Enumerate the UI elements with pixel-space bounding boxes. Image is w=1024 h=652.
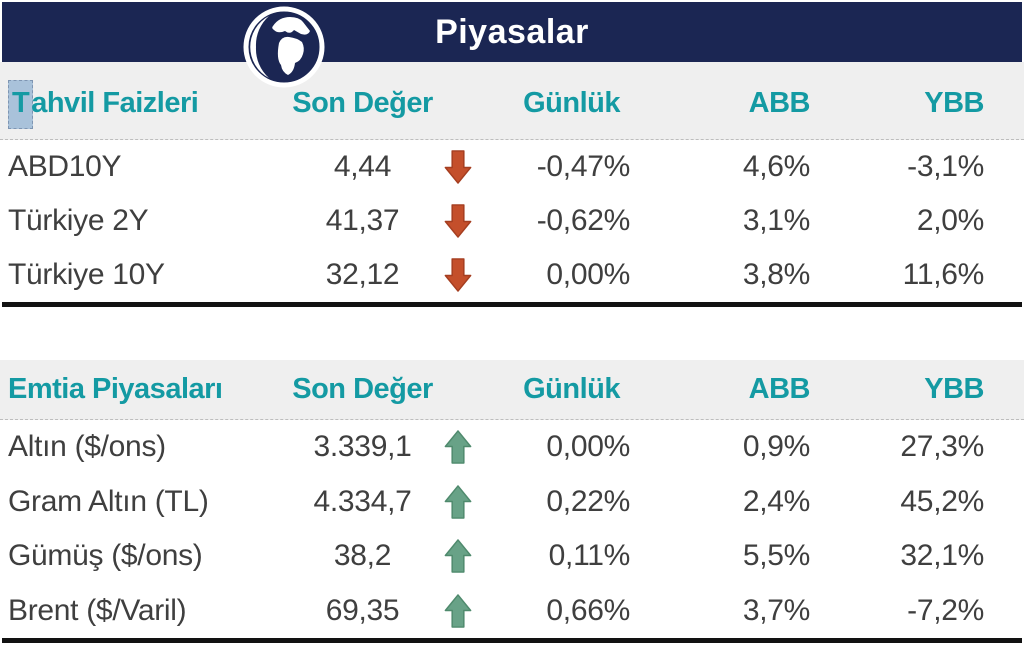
trend-up-arrow-icon bbox=[435, 484, 480, 520]
row-abb-change: 2,4% bbox=[742, 484, 810, 518]
column-header-ybb: YBB bbox=[924, 87, 984, 119]
row-last-value: 3.339,1 bbox=[313, 430, 412, 464]
bonds-section-title: Tahvil Faizleri bbox=[0, 79, 290, 129]
table-row: ABD10Y 4,44 -0,47% 4,6% -3,1% bbox=[0, 140, 1024, 194]
trend-up-arrow-icon bbox=[435, 429, 480, 465]
trend-up-arrow-icon bbox=[435, 538, 480, 574]
trend-down-arrow-icon bbox=[435, 257, 480, 293]
bottom-divider bbox=[2, 638, 1022, 643]
row-ybb-change: 45,2% bbox=[900, 484, 984, 518]
row-abb-change: 0,9% bbox=[742, 430, 810, 464]
row-abb-change: 3,8% bbox=[742, 258, 810, 291]
row-ybb-change: 2,0% bbox=[916, 204, 984, 237]
table-row: Brent ($/Varil) 69,35 0,66% 3,7% -7,2% bbox=[0, 584, 1024, 639]
row-ybb-change: 32,1% bbox=[900, 539, 984, 573]
column-header-abb: ABB bbox=[748, 373, 811, 405]
row-daily-change: 0,11% bbox=[548, 539, 631, 573]
row-ybb-change: 11,6% bbox=[902, 258, 985, 291]
row-last-value: 41,37 bbox=[325, 204, 400, 237]
row-label: Brent ($/Varil) bbox=[8, 593, 187, 627]
row-daily-change: 0,22% bbox=[546, 484, 630, 518]
title-bar: Piyasalar bbox=[2, 2, 1022, 62]
table-row: Türkiye 2Y 41,37 -0,62% 3,1% 2,0% bbox=[0, 194, 1024, 248]
commodities-table: Emtia Piyasaları Son Değer Günlük ABB YB… bbox=[0, 360, 1024, 638]
table-row: Gram Altın (TL) 4.334,7 0,22% 2,4% 45,2% bbox=[0, 475, 1024, 530]
row-daily-change: -0,47% bbox=[536, 150, 631, 183]
row-last-value: 38,2 bbox=[333, 539, 392, 573]
row-daily-change: 0,00% bbox=[546, 430, 630, 464]
row-daily-change: 0,00% bbox=[546, 258, 630, 291]
globe-icon bbox=[243, 6, 325, 88]
section-title-text: ahvil Faizleri bbox=[31, 86, 199, 119]
row-label: Gram Altın (TL) bbox=[8, 484, 209, 518]
trend-up-arrow-icon bbox=[435, 593, 480, 629]
page-title: Piyasalar bbox=[435, 12, 589, 51]
row-last-value: 4.334,7 bbox=[313, 484, 412, 518]
commodities-section-title: Emtia Piyasaları bbox=[8, 373, 223, 405]
section-gap bbox=[0, 307, 1024, 360]
row-abb-change: 4,6% bbox=[742, 150, 810, 183]
bonds-header-row: Tahvil Faizleri Son Değer Günlük ABB YBB bbox=[0, 62, 1024, 140]
row-abb-change: 3,7% bbox=[742, 593, 810, 627]
table-row: Altın ($/ons) 3.339,1 0,00% 0,9% 27,3% bbox=[0, 420, 1024, 475]
column-header-abb: ABB bbox=[748, 87, 811, 119]
row-abb-change: 5,5% bbox=[742, 539, 810, 573]
row-label: Türkiye 2Y bbox=[8, 204, 149, 237]
row-ybb-change: 27,3% bbox=[900, 430, 984, 464]
row-label: Altın ($/ons) bbox=[8, 430, 166, 464]
commodities-header-row: Emtia Piyasaları Son Değer Günlük ABB YB… bbox=[0, 360, 1024, 420]
column-header-gunluk: Günlük bbox=[523, 87, 620, 119]
column-header-gunluk: Günlük bbox=[523, 373, 620, 405]
column-header-ybb: YBB bbox=[924, 373, 984, 405]
row-abb-change: 3,1% bbox=[742, 204, 810, 237]
row-label: Gümüş ($/ons) bbox=[8, 539, 203, 573]
trend-down-arrow-icon bbox=[435, 149, 480, 185]
row-label: Türkiye 10Y bbox=[8, 258, 165, 291]
column-header-son-deger: Son Değer bbox=[292, 373, 433, 405]
trend-down-arrow-icon bbox=[435, 203, 480, 239]
section-divider bbox=[2, 302, 1022, 307]
row-ybb-change: -3,1% bbox=[907, 150, 984, 183]
row-last-value: 4,44 bbox=[333, 150, 392, 183]
table-row: Gümüş ($/ons) 38,2 0,11% 5,5% 32,1% bbox=[0, 529, 1024, 584]
row-label: ABD10Y bbox=[8, 150, 122, 183]
table-row: Türkiye 10Y 32,12 0,00% 3,8% 11,6% bbox=[0, 248, 1024, 302]
selected-text[interactable]: T bbox=[8, 79, 34, 129]
bonds-table: Tahvil Faizleri Son Değer Günlük ABB YBB… bbox=[0, 62, 1024, 302]
row-last-value: 32,12 bbox=[325, 258, 400, 291]
column-header-son-deger: Son Değer bbox=[292, 87, 433, 119]
row-daily-change: -0,62% bbox=[536, 204, 631, 237]
row-ybb-change: -7,2% bbox=[907, 593, 984, 627]
row-daily-change: 0,66% bbox=[546, 593, 630, 627]
row-last-value: 69,35 bbox=[325, 593, 400, 627]
